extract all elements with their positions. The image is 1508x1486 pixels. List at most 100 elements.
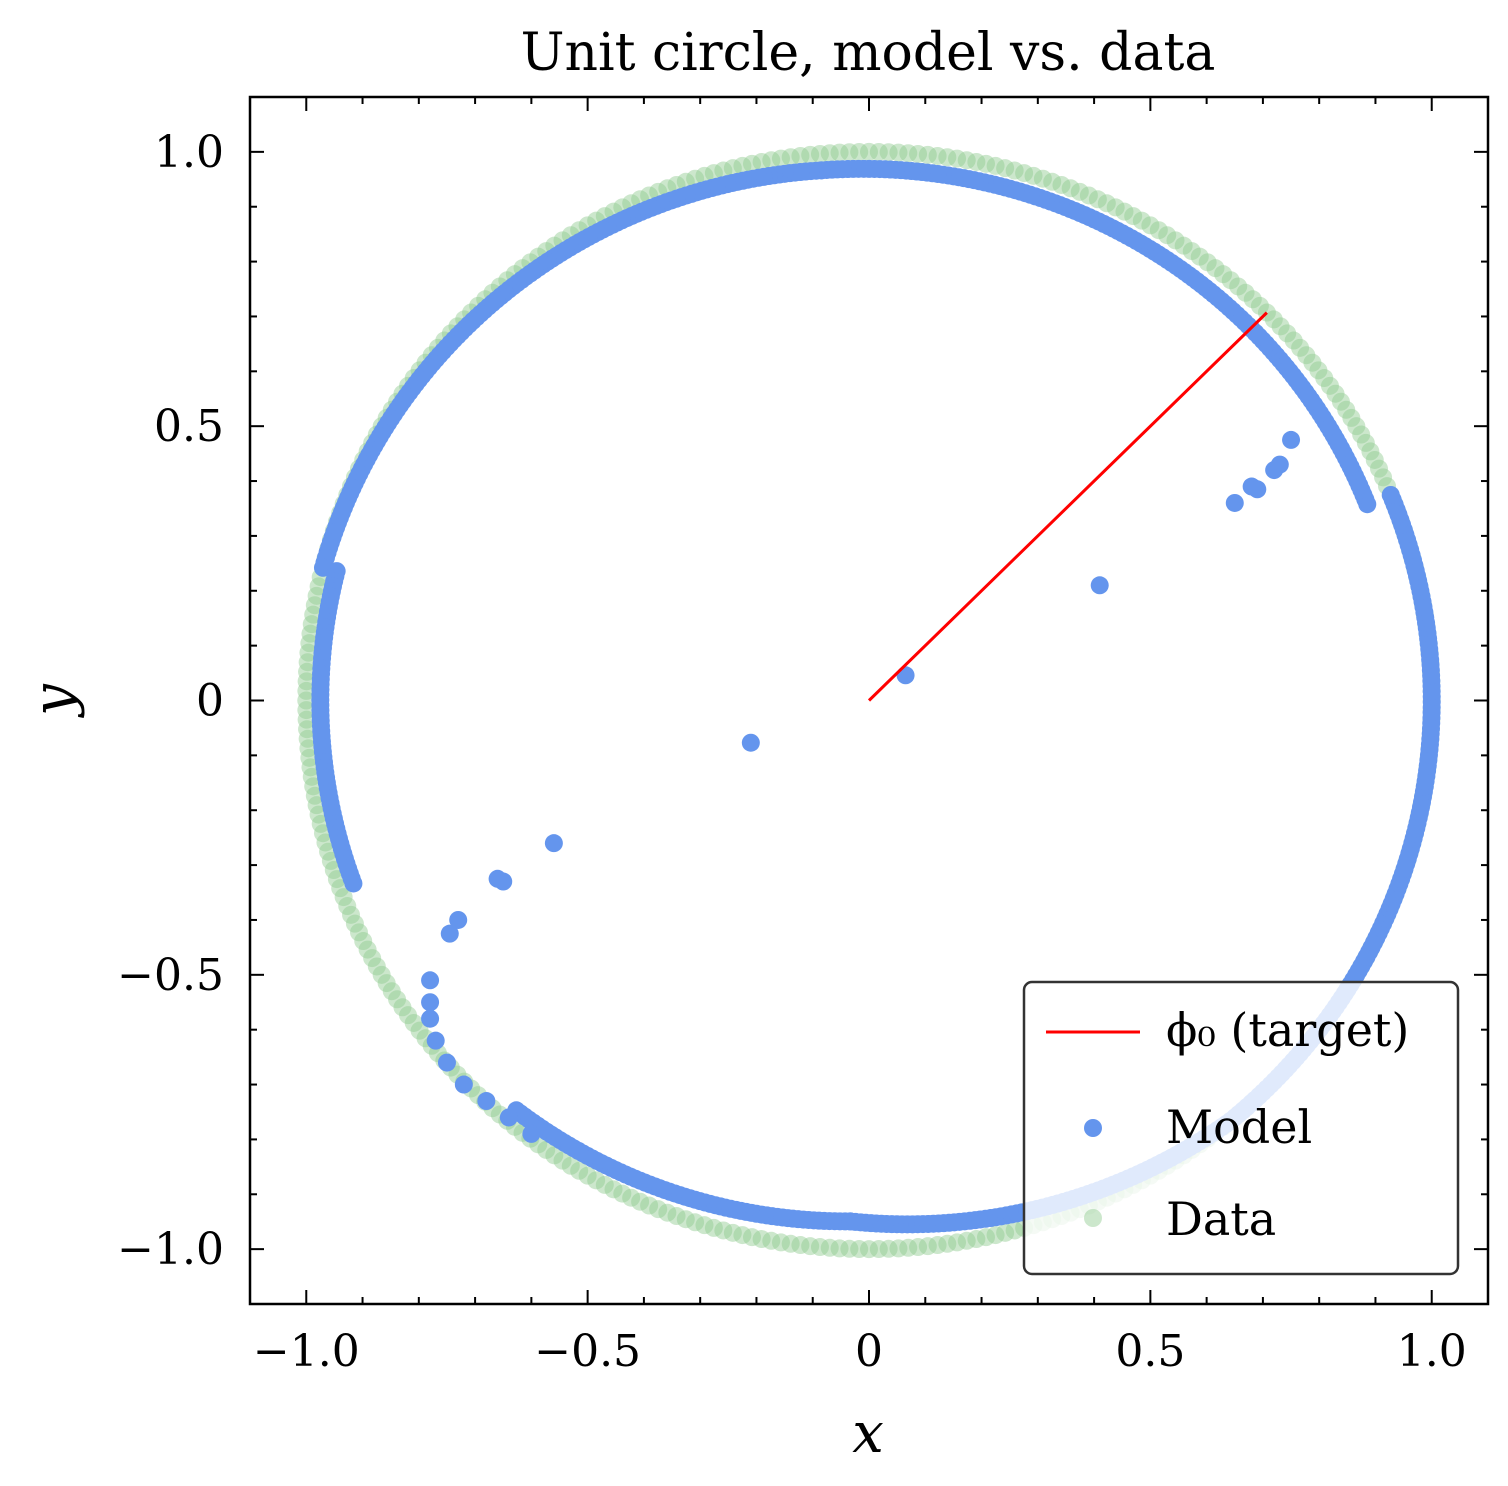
data-point	[899, 144, 918, 163]
model-point	[344, 874, 363, 893]
legend: ϕ₀ (target) Model Data	[1022, 980, 1460, 1276]
chart-title: Unit circle, model vs. data	[521, 23, 1216, 83]
data-point	[948, 149, 967, 168]
data-point	[1149, 221, 1168, 240]
data-point	[938, 1234, 957, 1253]
data-point	[305, 786, 324, 805]
data-point	[1243, 290, 1262, 309]
legend-model-marker	[1084, 1119, 1102, 1137]
data-point	[297, 710, 316, 729]
data-point	[781, 148, 800, 167]
data-point	[298, 720, 317, 739]
data-point	[714, 1221, 733, 1240]
x-axis-label: x	[852, 1401, 884, 1466]
data-point	[354, 932, 373, 951]
data-point	[986, 1226, 1005, 1245]
data-point	[743, 154, 762, 173]
data-point	[1271, 317, 1290, 336]
data-point	[948, 1233, 967, 1252]
data-point	[622, 1188, 641, 1207]
data-point	[1198, 253, 1217, 272]
data-point	[1326, 384, 1345, 403]
data-point	[1315, 369, 1334, 388]
y-tick-label: 0.5	[154, 401, 224, 452]
target-line-layer	[867, 311, 1268, 702]
data-point	[1005, 1221, 1024, 1240]
data-point	[1214, 265, 1233, 284]
x-tick-label: 0	[855, 1326, 883, 1377]
data-point	[723, 159, 742, 178]
data-point	[604, 1180, 623, 1199]
data-point	[338, 897, 357, 916]
data-point	[704, 1218, 723, 1237]
data-point	[377, 974, 396, 993]
x-tick-label: −0.5	[534, 1326, 641, 1377]
x-tick-label: 0.5	[1115, 1326, 1185, 1377]
data-point	[810, 144, 829, 163]
data-point	[820, 144, 839, 163]
data-point	[595, 1175, 614, 1194]
data-point	[1320, 376, 1339, 395]
data-point	[850, 142, 869, 161]
data-point	[771, 1233, 790, 1252]
data-point	[850, 1240, 869, 1259]
data-point	[1132, 211, 1151, 230]
data-point	[918, 145, 937, 164]
data-point	[899, 1238, 918, 1257]
data-point	[791, 1236, 810, 1255]
data-point	[1337, 400, 1356, 419]
data-point	[299, 739, 318, 758]
data-point	[820, 1238, 839, 1257]
data-point	[967, 1230, 986, 1249]
data-point	[928, 1236, 947, 1255]
data-point	[404, 1013, 423, 1032]
data-point	[382, 982, 401, 1001]
model-point	[499, 1108, 518, 1127]
data-point	[613, 1184, 632, 1203]
model-point	[426, 1031, 445, 1050]
data-point	[410, 1021, 429, 1040]
data-point	[587, 1171, 606, 1190]
data-point	[860, 1240, 878, 1259]
data-point	[1347, 417, 1366, 436]
data-point	[762, 151, 781, 170]
data-point	[1356, 433, 1375, 452]
data-point	[967, 152, 986, 171]
data-point	[399, 1006, 418, 1025]
model-point	[440, 924, 459, 943]
data-point	[1221, 271, 1240, 290]
data-point	[996, 159, 1015, 178]
data-point	[686, 1213, 705, 1232]
data-point	[723, 1223, 742, 1242]
data-point	[810, 1238, 829, 1257]
data-point	[1070, 182, 1089, 201]
x-tick-label: −1.0	[253, 1326, 360, 1377]
data-point	[976, 1228, 995, 1247]
data-point	[1061, 179, 1080, 198]
data-point	[388, 990, 407, 1009]
data-point	[830, 1239, 849, 1258]
data-point	[909, 1238, 928, 1257]
data-point	[762, 1231, 781, 1250]
data-point	[1365, 450, 1384, 469]
data-point	[1182, 242, 1201, 261]
axis-ticks	[249, 96, 1489, 1305]
data-point	[996, 1223, 1015, 1242]
x-tick-label: 1.0	[1397, 1326, 1467, 1377]
model-point	[437, 1053, 456, 1072]
data-point	[1024, 166, 1043, 185]
data-point	[1278, 324, 1297, 343]
data-point	[733, 156, 752, 175]
model-point	[741, 733, 760, 752]
data-point	[743, 1228, 762, 1247]
data-point	[1361, 442, 1380, 461]
legend-data-label: Data	[1166, 1192, 1276, 1246]
data-point	[1342, 408, 1361, 427]
data-point	[1033, 169, 1052, 188]
data-point	[334, 888, 353, 907]
data-point	[297, 672, 316, 691]
data-point	[393, 998, 412, 1017]
data-point	[791, 146, 810, 165]
data-point	[889, 1239, 908, 1258]
data-point	[1190, 247, 1209, 266]
